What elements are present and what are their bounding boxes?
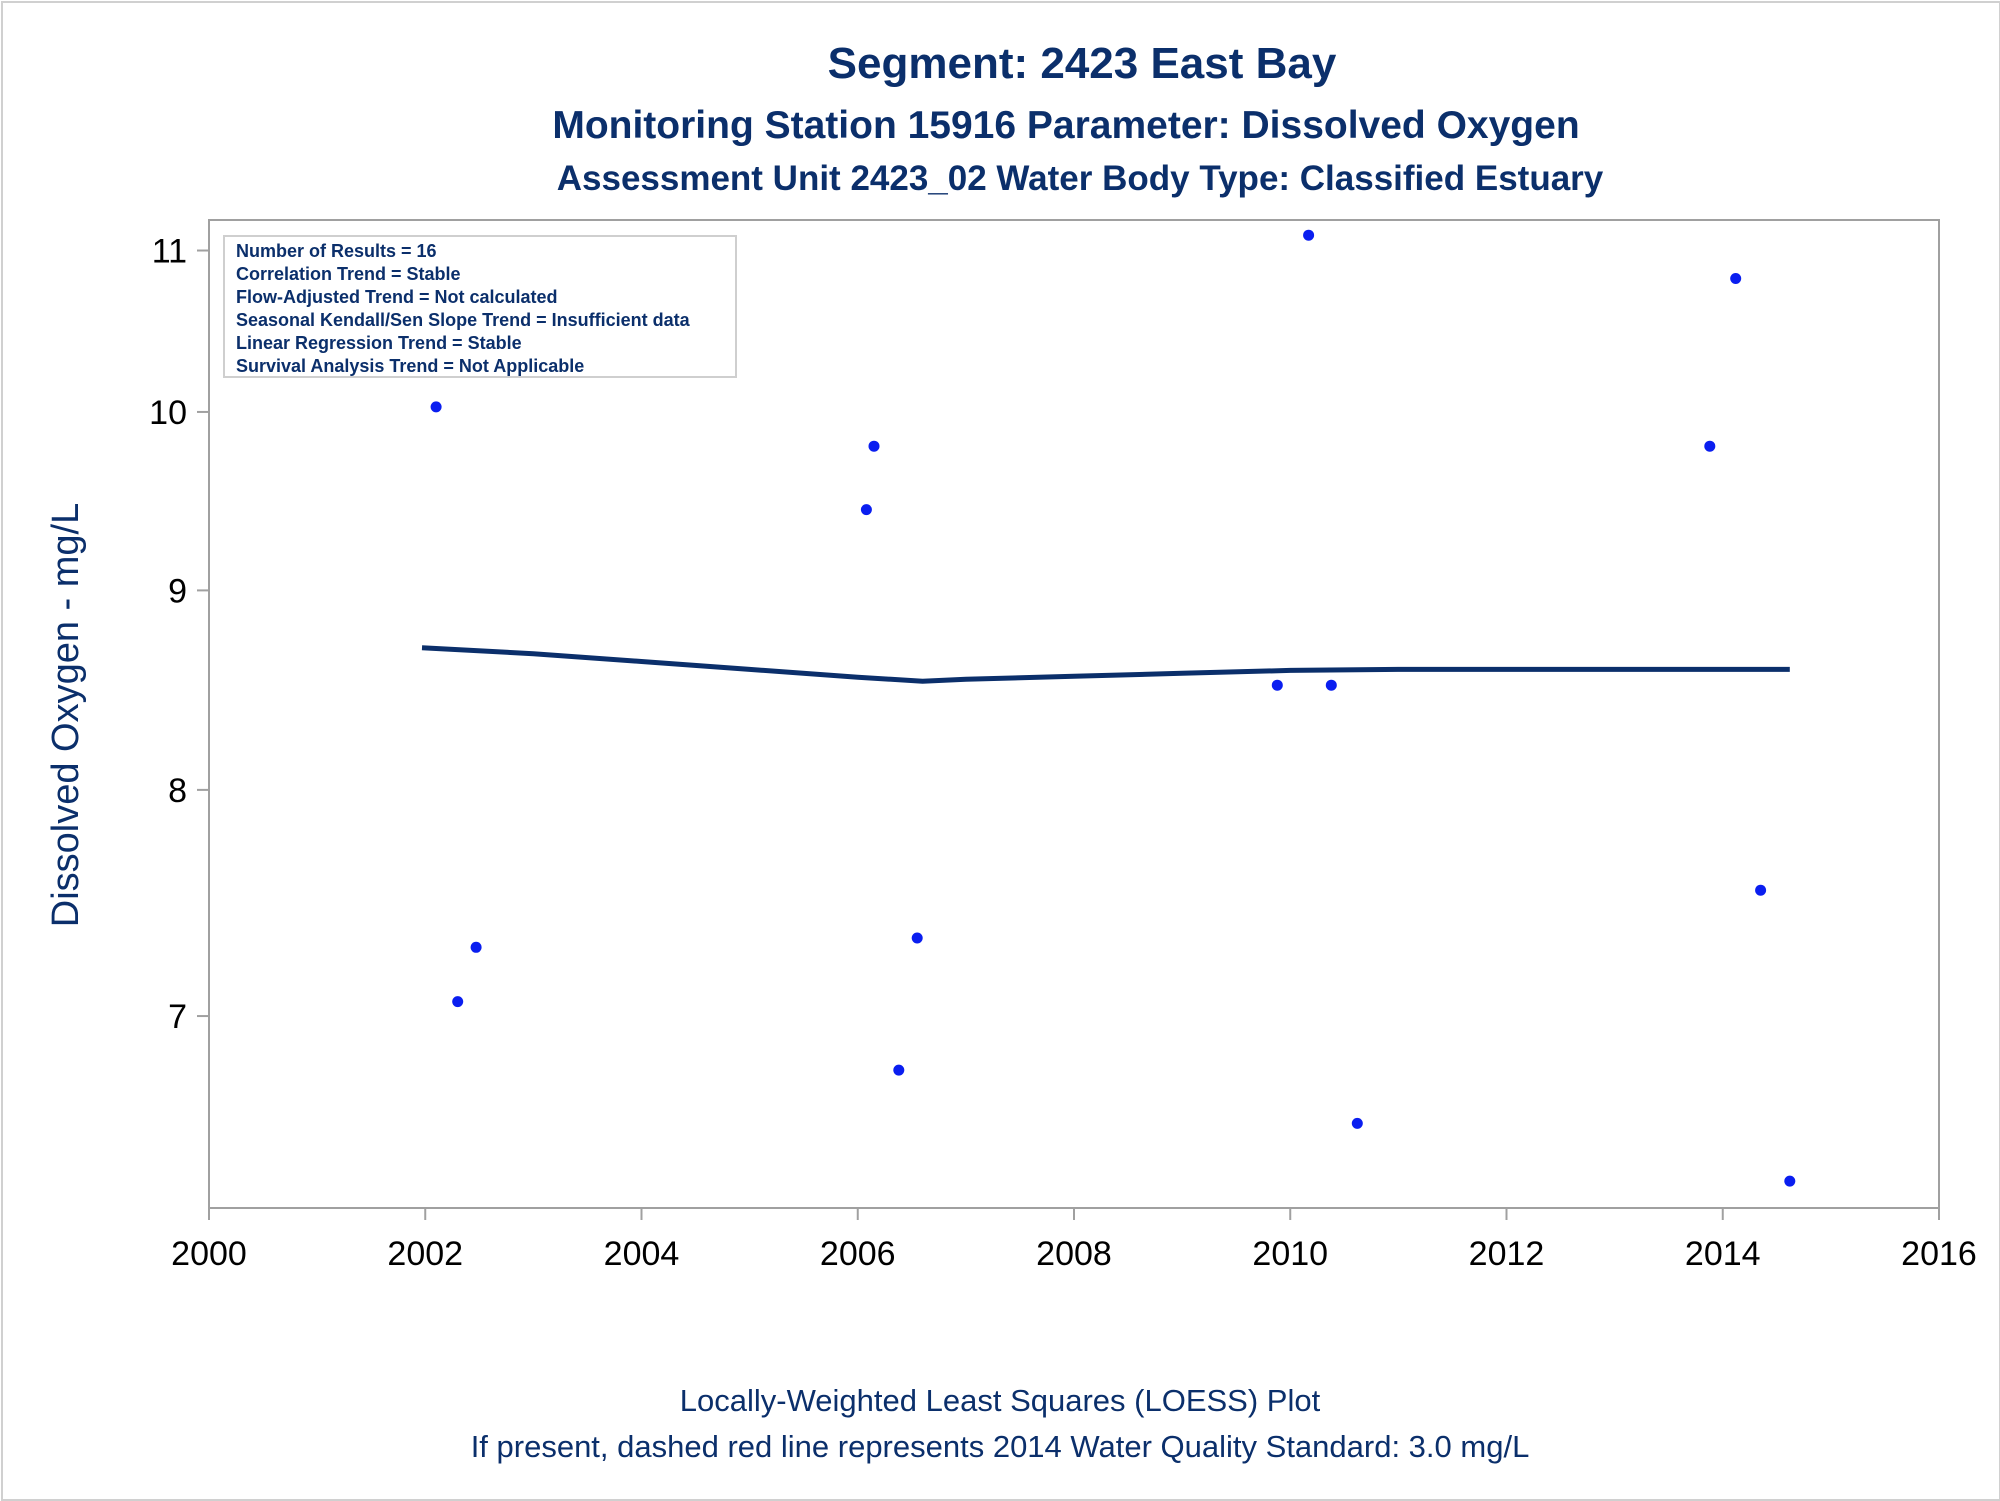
y-tick-label-0: 7 — [168, 998, 187, 1036]
data-point-14 — [1755, 884, 1767, 896]
y-tick-label-1: 8 — [168, 772, 187, 810]
x-tick-label-0: 2000 — [171, 1235, 247, 1273]
inset-line-survival: Survival Analysis Trend = Not Applicable — [236, 356, 584, 376]
x-tick-label-6: 2012 — [1469, 1235, 1545, 1273]
y-tick-label-2: 9 — [168, 572, 187, 610]
x-tick-label-8: 2016 — [1901, 1235, 1977, 1273]
data-point-4 — [860, 504, 872, 516]
chart-subtitle-2: Assessment Unit 2423_02 Water Body Type:… — [557, 159, 1604, 198]
y-axis-label: Dissolved Oxygen - mg/L — [45, 503, 87, 928]
x-tick-label-5: 2010 — [1252, 1235, 1328, 1273]
inset-line-linear-regression: Linear Regression Trend = Stable — [236, 333, 522, 353]
footnote-standard: If present, dashed red line represents 2… — [471, 1429, 1530, 1464]
x-axis: 2000 2002 2004 2006 2008 2010 2012 2014 2016 — [171, 1207, 1977, 1273]
data-point-8 — [1271, 679, 1283, 691]
x-tick-label-4: 2008 — [1036, 1235, 1112, 1273]
data-point-10 — [1325, 679, 1337, 691]
data-point-1 — [430, 401, 442, 413]
chart-subtitle: Monitoring Station 15916 Parameter: Diss… — [552, 104, 1579, 147]
x-tick-label-3: 2006 — [820, 1235, 896, 1273]
inset-line-correlation: Correlation Trend = Stable — [236, 264, 461, 284]
footnote-loess: Locally-Weighted Least Squares (LOESS) P… — [680, 1383, 1321, 1418]
x-tick-label-1: 2002 — [387, 1235, 463, 1273]
stats-inset: Number of Results = 16 Correlation Trend… — [223, 235, 737, 378]
x-tick-label-7: 2014 — [1685, 1235, 1761, 1273]
data-point-3 — [470, 941, 482, 953]
inset-line-seasonal-kendall: Seasonal Kendall/Sen Slope Trend = Insuf… — [236, 310, 691, 330]
data-point-13 — [1730, 273, 1742, 284]
x-tick-label-2: 2004 — [604, 1235, 680, 1273]
y-tick-label-4: 11 — [152, 233, 187, 271]
stats-inset-box — [223, 235, 737, 378]
loess-line — [421, 645, 1790, 684]
data-point-9 — [1303, 229, 1315, 241]
y-tick-label-3: 10 — [149, 394, 187, 432]
chart-title: Segment: 2423 East Bay — [828, 39, 1337, 88]
data-point-5 — [868, 440, 880, 452]
inset-line-flow-adjusted: Flow-Adjusted Trend = Not calculated — [236, 287, 558, 307]
data-point-11 — [1351, 1117, 1363, 1129]
y-axis: 7 8 9 10 11 — [149, 233, 209, 1036]
data-point-7 — [911, 932, 923, 944]
data-point-12 — [1704, 440, 1716, 452]
data-point-6 — [893, 1064, 905, 1076]
data-point-15 — [1784, 1175, 1796, 1187]
inset-line-results: Number of Results = 16 — [236, 241, 437, 261]
data-point-2 — [452, 996, 464, 1008]
data-points — [416, 229, 1796, 1187]
